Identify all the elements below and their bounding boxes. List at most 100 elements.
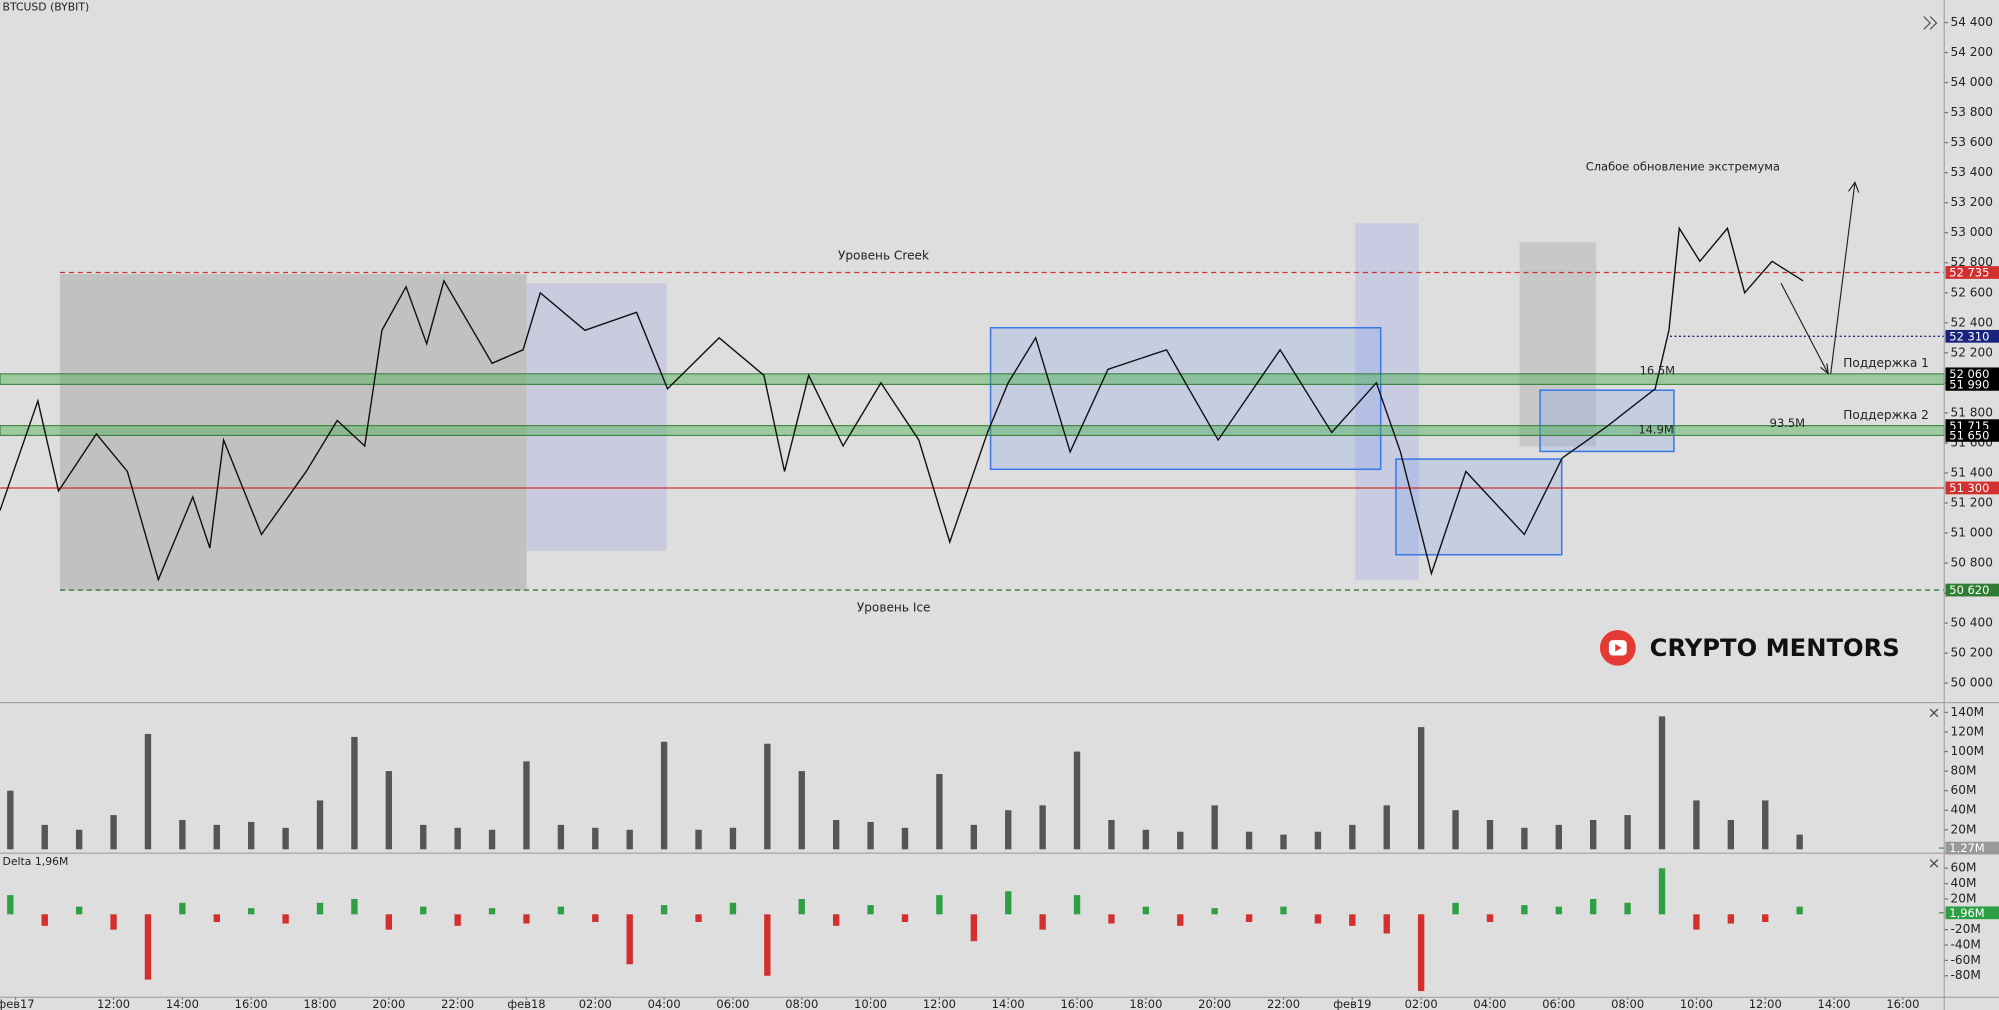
bar	[1349, 824, 1356, 850]
arrow	[1780, 282, 1829, 374]
range-box	[989, 326, 1382, 471]
level-name: Уровень Creek	[838, 248, 929, 262]
volume-profile	[59, 274, 527, 591]
y-tick-label: 53 400	[1951, 165, 1993, 179]
x-tick-label: 20:00	[1198, 997, 1231, 1010]
collapse-icon[interactable]	[1923, 16, 1932, 30]
bar	[110, 815, 117, 850]
y-tick-label: 80M	[1951, 764, 1977, 778]
price-tag-label: 52 735	[1949, 266, 1989, 280]
bar	[7, 790, 14, 850]
collapse-icon[interactable]	[1929, 16, 1938, 30]
y-tick-label: 53 600	[1951, 135, 1993, 149]
bar	[1108, 914, 1115, 924]
y-tick-label: 54 000	[1951, 75, 1993, 89]
arrow-head	[1820, 363, 1829, 376]
x-tick-label: фев19	[1333, 997, 1371, 1010]
annotation: 16.5M	[1640, 364, 1675, 378]
price-tag	[1945, 419, 1999, 433]
bar	[488, 908, 496, 915]
bar	[764, 914, 771, 976]
x-tick-label: 22:00	[1267, 997, 1300, 1010]
y-tick-label: 53 200	[1951, 195, 1993, 209]
x-tick-label: 20:00	[372, 997, 405, 1010]
bar	[1486, 914, 1494, 922]
zone-label: Поддержка 2	[1843, 408, 1929, 422]
bar	[41, 914, 48, 926]
bar	[144, 914, 152, 980]
y-tick-label: 50 400	[1951, 616, 1993, 630]
bar	[936, 774, 943, 850]
bar	[1796, 834, 1803, 850]
price-line	[0, 226, 1804, 582]
logo-icon	[1615, 644, 1622, 652]
y-tick-label: 51 200	[1951, 495, 1993, 509]
y-tick-label: 140M	[1951, 705, 1985, 719]
bar	[1108, 819, 1115, 850]
bar	[1762, 800, 1769, 850]
y-tick-label: 20M	[1951, 822, 1977, 836]
bar	[248, 908, 255, 915]
bar	[1727, 914, 1735, 924]
x-tick-label: 14:00	[166, 997, 199, 1010]
bar	[1383, 805, 1390, 850]
bar	[248, 821, 255, 850]
x-tick-label: 02:00	[579, 997, 612, 1010]
price-tag-label: 1,27M	[1949, 841, 1984, 855]
bar	[1142, 829, 1150, 850]
x-tick-label: 06:00	[1542, 997, 1575, 1010]
bar	[832, 914, 840, 926]
bar	[1314, 914, 1322, 924]
bar	[385, 771, 393, 850]
arrow	[1830, 182, 1856, 374]
price-tag	[1945, 329, 1999, 343]
close-icon[interactable]	[1929, 859, 1939, 868]
x-tick-label: 16:00	[1061, 997, 1094, 1010]
bar	[179, 819, 186, 850]
bar	[213, 824, 220, 850]
bar	[523, 761, 530, 850]
bar	[1383, 914, 1390, 934]
price-tag-label: 52 310	[1949, 329, 1989, 343]
bar	[1693, 914, 1700, 930]
annotation: 93.5M	[1770, 416, 1805, 430]
bar	[1658, 716, 1666, 850]
x-tick-label: фев18	[507, 997, 545, 1010]
bar	[1314, 831, 1322, 850]
bar	[626, 829, 633, 850]
chart-title: BTCUSD (BYBIT)	[3, 1, 90, 14]
bar	[901, 914, 909, 922]
bar	[385, 914, 393, 930]
y-tick-label: 51 400	[1951, 465, 1993, 479]
bar	[1280, 906, 1287, 915]
bar	[1073, 895, 1081, 915]
bar	[1005, 810, 1012, 850]
bar	[179, 902, 186, 915]
bar	[1005, 891, 1012, 915]
bar	[1211, 805, 1218, 850]
x-tick-label: 04:00	[648, 997, 681, 1010]
bar	[1555, 906, 1562, 915]
x-tick-label: 12:00	[1749, 997, 1782, 1010]
bar	[1142, 906, 1150, 915]
bar	[729, 902, 737, 915]
x-tick-label: 12:00	[923, 997, 956, 1010]
bar	[75, 906, 83, 915]
y-tick-label: 60M	[1951, 783, 1977, 797]
bar	[729, 827, 737, 850]
bar	[213, 914, 220, 922]
bar	[867, 821, 874, 850]
y-tick-label: 100M	[1951, 744, 1985, 758]
bar	[488, 829, 496, 850]
close-icon[interactable]	[1929, 708, 1939, 718]
x-tick-label: 02:00	[1405, 997, 1438, 1010]
x-tick-label: 08:00	[785, 997, 818, 1010]
bar	[1624, 902, 1631, 915]
bar	[316, 800, 324, 850]
bar	[7, 895, 14, 915]
bar	[110, 914, 117, 930]
bar	[1727, 819, 1735, 850]
bar	[454, 914, 461, 926]
